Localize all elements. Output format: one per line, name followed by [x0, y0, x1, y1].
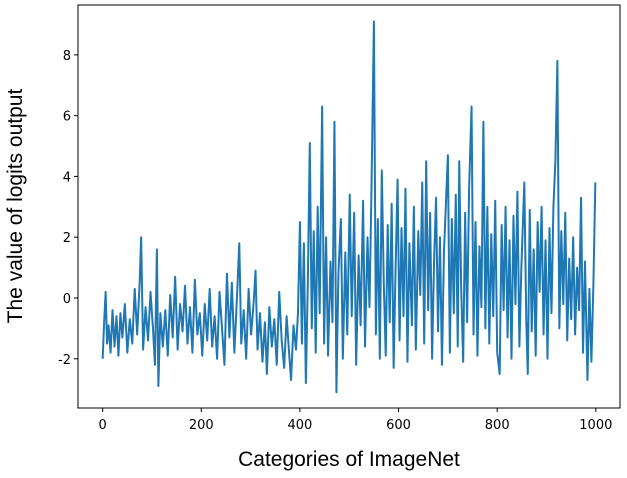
y-tick-label: 6 — [63, 110, 71, 125]
y-axis-label: The value of logits output — [4, 89, 27, 324]
y-tick-label: 2 — [63, 231, 71, 246]
x-tick-label: 800 — [485, 418, 510, 433]
y-tick-label: 8 — [63, 49, 71, 64]
y-tick-label: -2 — [58, 353, 71, 368]
data-line — [101, 20, 597, 394]
y-tick-label: 4 — [63, 170, 71, 185]
x-tick-label: 0 — [99, 418, 107, 433]
x-tick-label: 600 — [386, 418, 411, 433]
x-tick-label: 1000 — [579, 418, 612, 433]
y-tick-label: 0 — [63, 292, 71, 307]
plot-frame — [77, 4, 621, 409]
x-tick-label: 400 — [288, 418, 313, 433]
x-tick-label: 200 — [189, 418, 214, 433]
x-axis-label: Categories of ImageNet — [238, 448, 460, 471]
